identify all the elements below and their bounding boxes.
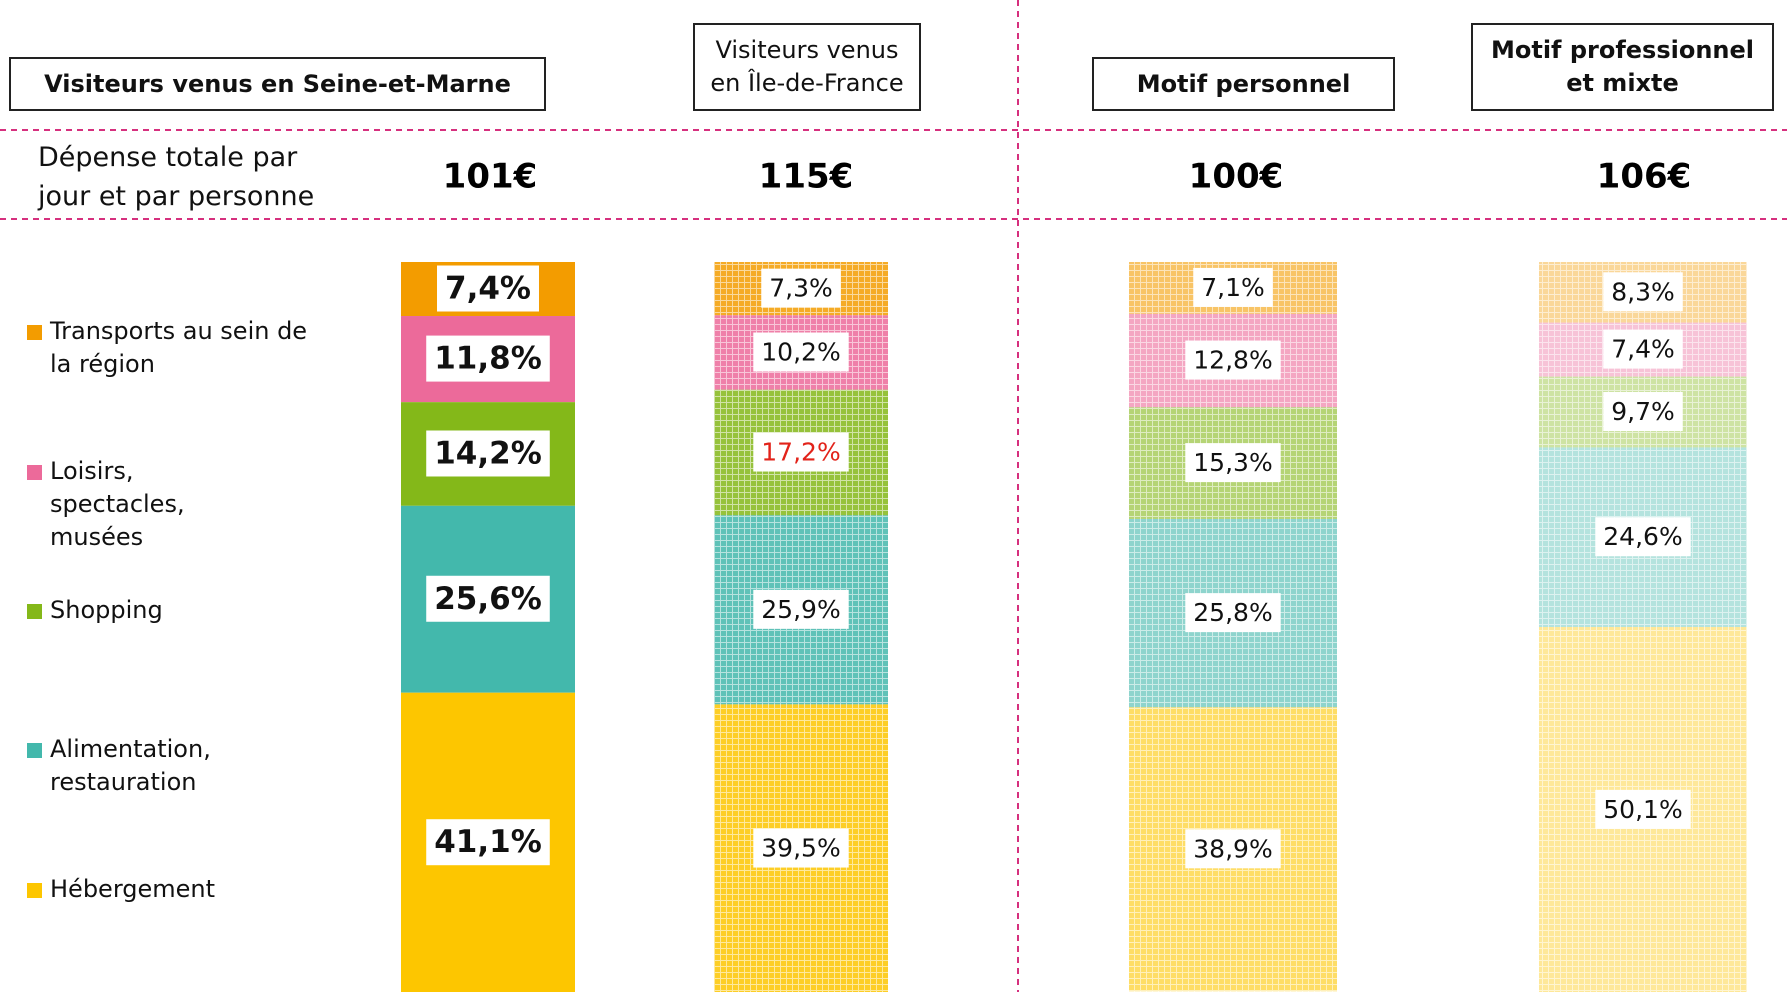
value-label: 39,5% — [761, 834, 840, 863]
column-header: Motif personnel — [1092, 57, 1395, 111]
label-box — [437, 265, 539, 312]
label-box — [753, 432, 849, 472]
label-box — [1193, 267, 1273, 307]
label-box — [1185, 443, 1281, 483]
annotation: Dépense totale par jour et par personne — [38, 142, 315, 212]
value-label: 7,3% — [769, 274, 833, 303]
legend-swatch — [27, 465, 42, 480]
total-label: 101€ — [443, 157, 538, 197]
legend-item: Loisirs, spectacles, musées — [27, 455, 267, 554]
total-label: 106€ — [1597, 157, 1692, 197]
legend-item: Shopping — [27, 594, 317, 627]
label-box — [1595, 517, 1691, 557]
value-label: 9,7% — [1611, 397, 1675, 426]
legend-label: Loisirs, spectacles, musées — [50, 457, 185, 551]
value-label: 8,3% — [1611, 277, 1675, 306]
label-box — [1185, 829, 1281, 869]
value-label: 24,6% — [1603, 522, 1682, 551]
label-box — [426, 335, 550, 382]
legend-swatch — [27, 883, 42, 898]
label-box — [753, 828, 849, 868]
label-box — [753, 332, 849, 372]
label-box — [1595, 789, 1691, 829]
legend-item: Alimentation, restauration — [27, 733, 227, 799]
value-label: 38,9% — [1193, 834, 1272, 863]
value-label: 12,8% — [1193, 346, 1272, 375]
label-box — [426, 430, 550, 477]
label-box — [753, 589, 849, 629]
label-box — [1603, 392, 1683, 432]
legend-label: Transports au sein de la région — [50, 317, 308, 378]
value-label: 7,4% — [445, 271, 531, 307]
total-label: 115€ — [759, 157, 854, 197]
value-label: 7,4% — [1611, 335, 1675, 364]
legend-label: Hébergement — [50, 875, 216, 903]
label-box — [1185, 593, 1281, 633]
legend-item: Hébergement — [27, 873, 317, 906]
value-label: 10,2% — [761, 338, 840, 367]
label-box — [761, 268, 841, 308]
value-label: 50,1% — [1603, 795, 1682, 824]
label-box — [426, 575, 550, 622]
legend-swatch — [27, 325, 42, 340]
column-header: Visiteurs venus en Île-de-France — [693, 23, 921, 111]
column-header: Motif professionnel et mixte — [1471, 23, 1774, 111]
value-label: 11,8% — [434, 341, 542, 377]
value-label: 41,1% — [434, 824, 542, 860]
legend-swatch — [27, 743, 42, 758]
value-label: 25,8% — [1193, 598, 1272, 627]
value-label: 25,6% — [434, 581, 542, 617]
value-label: 25,9% — [761, 595, 840, 624]
value-label: 15,3% — [1193, 448, 1272, 477]
legend-item: Transports au sein de la région — [27, 315, 317, 381]
total-label: 100€ — [1189, 157, 1284, 197]
label-box — [1185, 340, 1281, 380]
value-label: 7,1% — [1201, 273, 1265, 302]
legend-swatch — [27, 604, 42, 619]
label-box — [1603, 329, 1683, 369]
label-box — [426, 819, 550, 866]
column-header: Visiteurs venus en Seine-et-Marne — [9, 57, 546, 111]
legend-label: Alimentation, restauration — [50, 735, 211, 796]
value-label: 14,2% — [434, 435, 542, 471]
label-box — [1603, 272, 1683, 312]
value-label: 17,2% — [761, 438, 840, 467]
legend-label: Shopping — [50, 596, 163, 624]
